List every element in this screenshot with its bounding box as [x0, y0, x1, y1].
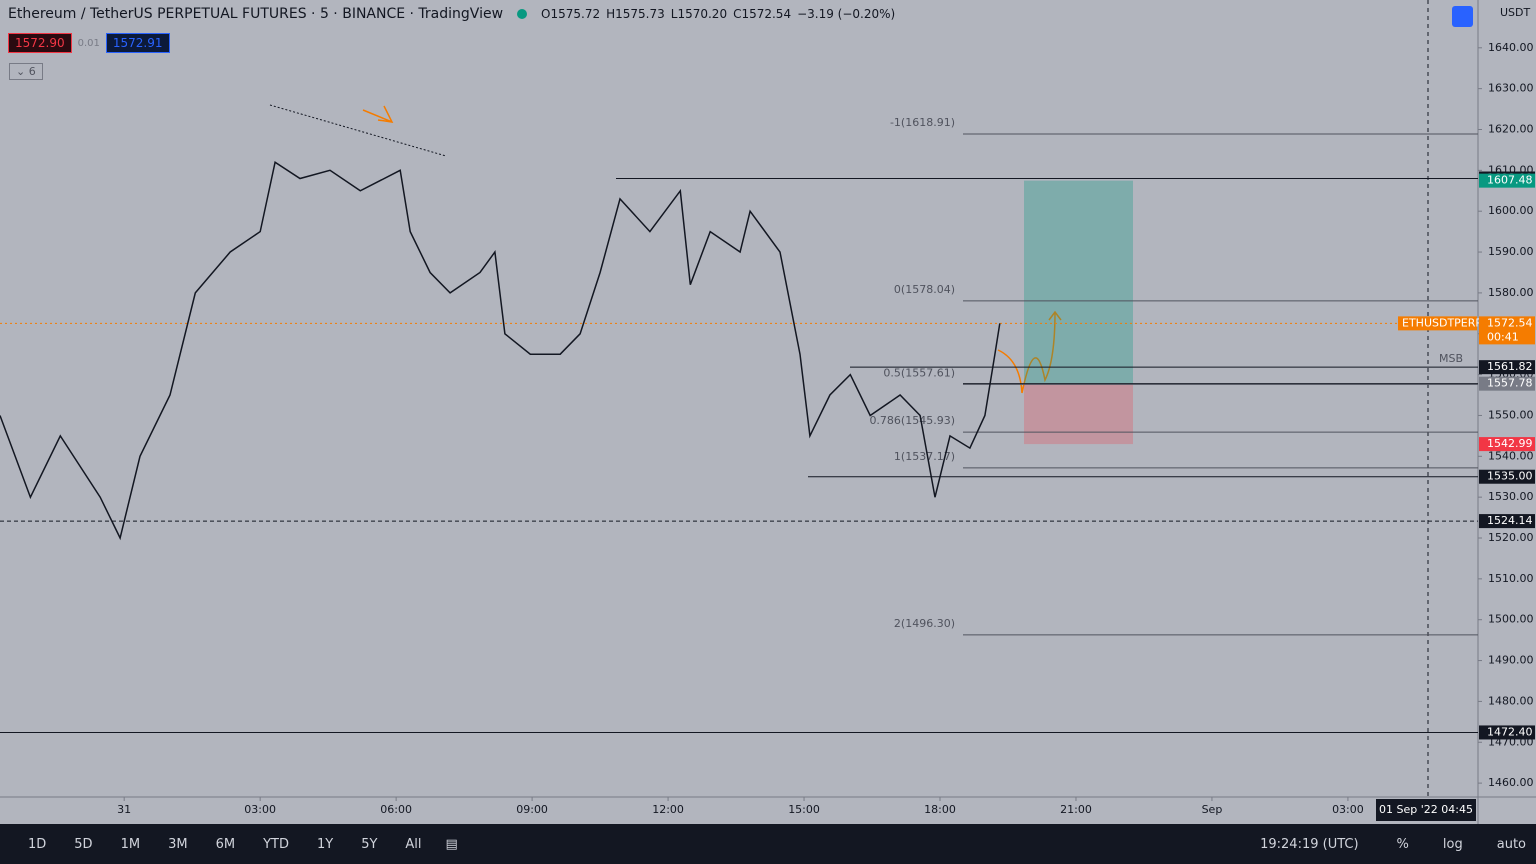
- y-tick-label: 1630.00: [1488, 82, 1534, 95]
- ohlc: O1575.72 H1575.73 L1570.20 C1572.54 −3.19 (−…: [541, 7, 895, 21]
- x-tick-label: 03:00: [1332, 803, 1364, 816]
- target-zone: [1024, 180, 1133, 384]
- price-label-bg: [1479, 725, 1535, 740]
- time-cursor: 01 Sep '22 04:45: [1379, 803, 1473, 816]
- scale-option[interactable]: %: [1396, 836, 1409, 852]
- range-button[interactable]: 5D: [74, 836, 93, 852]
- price-label-bg: [1479, 514, 1535, 529]
- chart: USDT 1460.001470.001480.001490.001500.00…: [0, 0, 1536, 824]
- y-tick-label: 1550.00: [1488, 408, 1534, 421]
- trend-line: [269, 104, 447, 157]
- y-tick-label: 1460.00: [1488, 776, 1534, 789]
- y-tick-label: 1530.00: [1488, 490, 1534, 503]
- fib-label: 0.5(1557.61): [883, 366, 955, 379]
- spread: 0.01: [77, 37, 100, 49]
- symbol-label: ETHUSDTPERP: [1402, 316, 1482, 329]
- header: Ethereum / TetherUS PERPETUAL FUTURES · …: [8, 6, 895, 22]
- fib-label: -1(1618.91): [890, 116, 955, 129]
- clock: 19:24:19 (UTC): [1260, 836, 1359, 852]
- fib-label: 1(1537.17): [894, 450, 955, 463]
- sell-button[interactable]: 1572.90: [8, 33, 72, 53]
- msb-label: MSB: [1439, 352, 1463, 365]
- y-tick-label: 1510.00: [1488, 572, 1534, 585]
- price-line: [0, 160, 1001, 541]
- y-tick-label: 1490.00: [1488, 654, 1534, 667]
- indicators-toggle[interactable]: ⌄ 6: [9, 63, 43, 80]
- ohlc-value: H1575.73: [606, 7, 665, 21]
- calendar-icon[interactable]: ▤: [445, 836, 458, 852]
- x-tick-label: 06:00: [380, 803, 412, 816]
- projection-drawing: [997, 310, 1062, 394]
- y-tick-label: 1580.00: [1488, 286, 1534, 299]
- price-label: 1561.82: [1487, 360, 1533, 373]
- price-label: 1607.48: [1487, 174, 1533, 187]
- price-label-bg: [1479, 469, 1535, 484]
- y-tick-label: 1500.00: [1488, 613, 1534, 626]
- time-cursor-bg: [1376, 799, 1476, 821]
- x-tick-label: 31: [117, 803, 131, 816]
- price-label-bg: [1479, 360, 1535, 375]
- y-tick-label: 1600.00: [1488, 204, 1534, 217]
- x-tick-label: 03:00: [244, 803, 276, 816]
- compare-button[interactable]: [1452, 6, 1473, 27]
- x-tick-label: 09:00: [516, 803, 548, 816]
- range-button[interactable]: All: [405, 836, 422, 852]
- buy-button[interactable]: 1572.91: [105, 33, 170, 53]
- x-tick-label: 12:00: [652, 803, 684, 816]
- ohlc-value: L1570.20: [670, 7, 728, 21]
- price-label-bg: [1479, 173, 1535, 188]
- y-tick-label: 1620.00: [1488, 122, 1534, 135]
- title: Ethereum / TetherUS PERPETUAL FUTURES · …: [8, 6, 504, 22]
- x-tick-label: Sep: [1202, 803, 1223, 816]
- bottom-toolbar: 1D 5D 1M 3M 6M YTD 1Y 5Y All ▤ 19:24:19 (UTC) % l…: [0, 824, 1536, 864]
- last-price: 1572.54: [1487, 316, 1533, 329]
- price-label: 1542.99: [1487, 437, 1533, 450]
- range-button[interactable]: 1Y: [316, 836, 334, 852]
- scale-option[interactable]: auto: [1496, 836, 1526, 852]
- x-tick-label: 21:00: [1060, 803, 1092, 816]
- range-button[interactable]: 6M: [215, 836, 236, 852]
- trade-buttons: 1572.90 0.01 1572.91: [8, 33, 170, 53]
- range-button[interactable]: 3M: [168, 836, 188, 852]
- fib-label: 2(1496.30): [894, 617, 955, 630]
- y-tick-label: 1640.00: [1488, 41, 1534, 54]
- price-label: 1557.78: [1487, 377, 1533, 390]
- ranges: 1D 5D 1M 3M 6M YTD 1Y 5Y All: [14, 837, 422, 852]
- arrow-drawing: [362, 105, 394, 123]
- scale-option[interactable]: log: [1442, 836, 1463, 852]
- price-label-bg: [1479, 376, 1535, 391]
- status-dot: [517, 9, 528, 19]
- range-button[interactable]: YTD: [263, 836, 289, 852]
- stop-zone: [1024, 383, 1133, 445]
- y-tick-label: 1590.00: [1488, 245, 1534, 258]
- price-label-bg: [1479, 437, 1535, 452]
- options: % log auto: [1383, 837, 1526, 852]
- currency: USDT: [1500, 6, 1531, 19]
- range-button[interactable]: 1M: [120, 836, 141, 852]
- range-button[interactable]: 5Y: [361, 836, 378, 852]
- symbol-label-bg: [1398, 316, 1477, 331]
- indicator-count: 6: [28, 65, 36, 78]
- fib-label: 0(1578.04): [894, 283, 955, 296]
- price-label: 1524.14: [1487, 514, 1533, 527]
- y-tick-label: 1540.00: [1488, 449, 1534, 462]
- last-price-bg: [1479, 316, 1535, 345]
- y-tick-label: 1480.00: [1488, 694, 1534, 707]
- price-axis: [1478, 0, 1536, 824]
- price-label: 1535.00: [1487, 470, 1533, 483]
- fib-label: 0.786(1545.93): [869, 414, 955, 427]
- countdown: 00:41: [1487, 330, 1519, 343]
- ohlc-value: O1575.72: [541, 7, 601, 21]
- range-button[interactable]: 1D: [28, 836, 47, 852]
- ohlc-value: −3.19 (−0.20%): [797, 7, 896, 21]
- ohlc-value: C1572.54: [733, 7, 792, 21]
- price-label: 1472.40: [1487, 725, 1533, 738]
- x-tick-label: 18:00: [924, 803, 956, 816]
- y-tick-label: 1520.00: [1488, 531, 1534, 544]
- x-tick-label: 15:00: [788, 803, 820, 816]
